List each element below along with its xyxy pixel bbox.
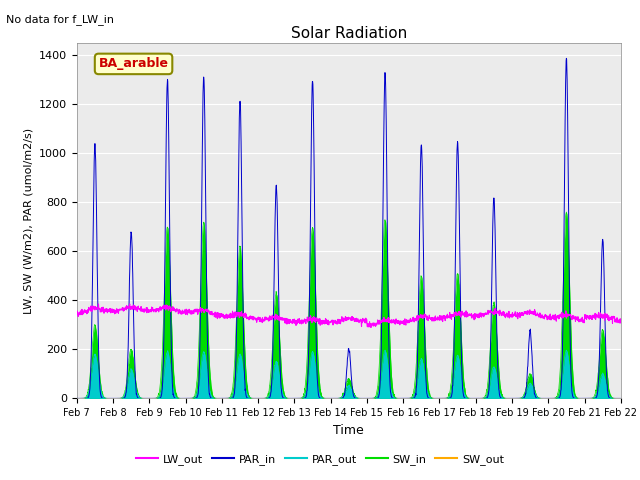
Title: Solar Radiation: Solar Radiation <box>291 25 407 41</box>
X-axis label: Time: Time <box>333 424 364 437</box>
Legend: LW_out, PAR_in, PAR_out, SW_in, SW_out: LW_out, PAR_in, PAR_out, SW_in, SW_out <box>132 450 508 469</box>
Text: No data for f_LW_in: No data for f_LW_in <box>6 14 115 25</box>
Text: BA_arable: BA_arable <box>99 58 168 71</box>
Y-axis label: LW, SW (W/m2), PAR (umol/m2/s): LW, SW (W/m2), PAR (umol/m2/s) <box>24 128 33 314</box>
